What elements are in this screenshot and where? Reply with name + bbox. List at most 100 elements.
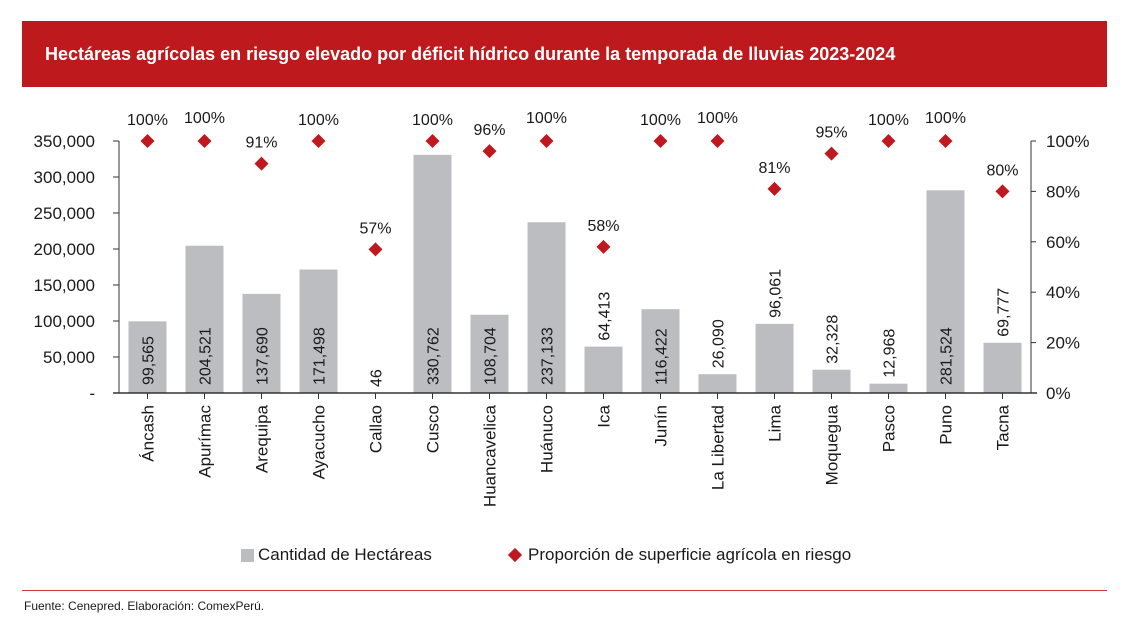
- category-label: Apurímac: [196, 405, 215, 478]
- proportion-label: 96%: [473, 122, 505, 139]
- proportion-marker: [596, 239, 611, 254]
- bar-0: [128, 321, 167, 393]
- category-label: Puno: [937, 405, 956, 445]
- proportion-label: 58%: [587, 218, 619, 235]
- proportion-label: 100%: [412, 112, 453, 129]
- right-tick-label: 60%: [1046, 233, 1080, 252]
- proportion-label: 80%: [986, 162, 1018, 179]
- title-banner: Hectáreas agrícolas en riesgo elevado po…: [22, 21, 1107, 87]
- bar-value-label: 32,328: [825, 315, 842, 364]
- left-tick-label: -: [89, 384, 95, 403]
- proportion-label: 95%: [815, 125, 847, 142]
- proportion-label: 91%: [245, 135, 277, 152]
- bar-15: [983, 342, 1022, 393]
- proportion-label: 100%: [526, 110, 567, 127]
- category-label: Lima: [766, 404, 785, 441]
- bar-value-label: 281,524: [939, 327, 956, 385]
- proportion-label: 100%: [697, 110, 738, 127]
- left-tick-label: 50,000: [43, 348, 95, 367]
- category-label: Moquegua: [823, 404, 842, 485]
- legend-marker-label: Proporción de superficie agrícola en rie…: [528, 545, 852, 564]
- bar-14: [926, 190, 965, 393]
- bar-13: [869, 383, 908, 393]
- bar-2: [242, 293, 281, 393]
- bar-9: [641, 309, 680, 393]
- proportion-marker: [710, 134, 725, 148]
- legend: Cantidad de Hectáreas Proporción de supe…: [0, 545, 1132, 569]
- bar-10: [698, 374, 737, 393]
- category-label: Huánuco: [538, 405, 557, 473]
- legend-item-proportion: Proporción de superficie agrícola en rie…: [507, 545, 851, 565]
- proportion-marker: [653, 134, 668, 148]
- proportion-marker: [197, 134, 212, 148]
- proportion-label: 81%: [758, 160, 790, 177]
- proportion-label: 100%: [298, 112, 339, 129]
- proportion-marker: [995, 184, 1010, 199]
- proportion-marker: [767, 181, 782, 196]
- category-label: Tacna: [994, 404, 1013, 450]
- category-label: Junín: [652, 405, 671, 447]
- bar-7: [527, 222, 566, 393]
- proportion-label: 100%: [640, 112, 681, 129]
- proportion-marker: [539, 134, 554, 148]
- left-tick-label: 200,000: [34, 240, 95, 259]
- bar-3: [299, 269, 338, 393]
- right-tick-label: 100%: [1046, 132, 1089, 151]
- bar-value-label: 108,704: [483, 327, 500, 385]
- source-note: Fuente: Cenepred. Elaboración: ComexPerú…: [24, 599, 265, 613]
- bar-value-label: 204,521: [198, 327, 215, 385]
- proportion-label: 57%: [359, 220, 391, 237]
- bar-12: [812, 369, 851, 393]
- right-tick-label: 80%: [1046, 182, 1080, 201]
- proportion-marker: [311, 134, 326, 148]
- bar-11: [755, 323, 794, 393]
- left-tick-label: 250,000: [34, 204, 95, 223]
- bar-value-label: 12,968: [882, 329, 899, 378]
- left-tick-label: 150,000: [34, 276, 95, 295]
- proportion-marker: [254, 156, 269, 171]
- proportion-marker: [140, 134, 155, 148]
- bar-6: [470, 314, 509, 393]
- right-tick-label: 0%: [1046, 384, 1071, 403]
- proportion-marker: [938, 134, 953, 148]
- left-tick-label: 300,000: [34, 168, 95, 187]
- right-tick-label: 20%: [1046, 334, 1080, 353]
- category-label: Pasco: [880, 405, 899, 452]
- bar-value-label: 237,133: [540, 327, 557, 385]
- proportion-marker: [482, 144, 497, 159]
- chart-title: Hectáreas agrícolas en riesgo elevado po…: [45, 44, 896, 64]
- category-label: La Libertad: [709, 405, 728, 490]
- proportion-label: 100%: [868, 112, 909, 129]
- category-label: Arequipa: [253, 404, 272, 473]
- bar-1: [185, 245, 224, 393]
- bar-value-label: 64,413: [597, 292, 614, 341]
- legend-diamond-icon: [507, 547, 523, 563]
- category-label: Ayacucho: [310, 405, 329, 479]
- footer-divider: [22, 590, 1107, 591]
- bar-value-label: 26,090: [711, 319, 728, 368]
- right-tick-label: 40%: [1046, 283, 1080, 302]
- bar-value-label: 69,777: [996, 288, 1013, 337]
- legend-bar-label: Cantidad de Hectáreas: [258, 545, 432, 564]
- proportion-label: 100%: [925, 110, 966, 127]
- category-label: Huancavelica: [481, 404, 500, 507]
- legend-item-hectares: Cantidad de Hectáreas: [241, 545, 432, 565]
- category-label: Áncash: [139, 405, 158, 462]
- legend-bar-swatch: [241, 548, 254, 562]
- bar-5: [413, 154, 452, 393]
- bar-value-label: 96,061: [768, 269, 785, 318]
- bar-value-label: 99,565: [141, 336, 158, 385]
- proportion-label: 100%: [184, 110, 225, 127]
- proportion-marker: [425, 134, 440, 148]
- proportion-marker: [824, 146, 839, 161]
- category-label: Cusco: [424, 405, 443, 453]
- category-label: Callao: [367, 405, 386, 453]
- bar-value-label: 46: [369, 369, 386, 387]
- proportion-marker: [368, 242, 383, 257]
- proportion-marker: [881, 134, 896, 148]
- bar-value-label: 116,422: [654, 328, 671, 385]
- bar-8: [584, 346, 623, 393]
- proportion-label: 100%: [127, 112, 168, 129]
- left-tick-label: 100,000: [34, 312, 95, 331]
- combo-chart: - 50,000 100,000 150,000 200,000 250,000 300,0…: [34, 110, 1090, 507]
